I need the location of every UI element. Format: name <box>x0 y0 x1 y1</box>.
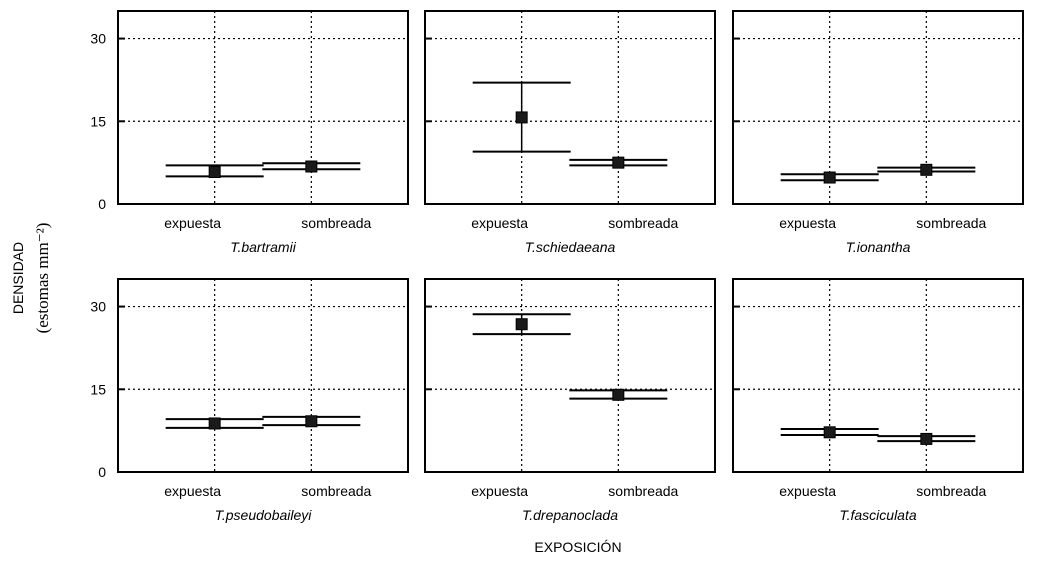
species-label: T.ionantha <box>846 239 911 255</box>
x-category-label: sombreada <box>301 483 371 499</box>
panel-frame <box>424 10 716 205</box>
y-tick-label: 15 <box>90 113 106 129</box>
panel-frame <box>424 278 716 473</box>
mean-point <box>612 156 625 169</box>
y-tick-label: 0 <box>98 196 106 212</box>
x-category-label: expuesta <box>779 215 836 231</box>
panel-t-pseudobaileyi: 0 15 30 expuesta sombreada T.pseudobaileyi <box>90 278 409 523</box>
mean-point <box>920 163 933 176</box>
y-tick-label: 30 <box>90 299 106 315</box>
x-category-label: expuesta <box>471 483 528 499</box>
species-label: T.bartramii <box>230 239 297 255</box>
mean-point <box>208 166 221 179</box>
panel-t-ionantha: expuesta sombreada T.ionantha <box>732 10 1024 255</box>
mean-point <box>823 426 836 439</box>
mean-point <box>515 318 528 331</box>
x-category-label: sombreada <box>301 215 371 231</box>
mean-point <box>208 417 221 430</box>
mean-point <box>823 171 836 184</box>
y-axis-label-line1: DENSIDAD <box>10 242 26 314</box>
species-label: T.drepanoclada <box>522 507 618 523</box>
x-category-label: expuesta <box>164 483 221 499</box>
y-tick-label: 0 <box>98 464 106 480</box>
x-category-label: expuesta <box>471 215 528 231</box>
panel-frame <box>117 10 409 205</box>
x-category-label: sombreada <box>916 483 986 499</box>
x-category-label: sombreada <box>916 215 986 231</box>
panel-t-fasciculata: expuesta sombreada T.fasciculata <box>732 278 1024 523</box>
x-axis-label: EXPOSICIÓN <box>534 539 621 555</box>
panel-frame <box>732 10 1024 205</box>
panel-t-schiedaeana: expuesta sombreada T.schiedaeana <box>424 10 716 255</box>
y-tick-label: 15 <box>90 381 106 397</box>
y-tick-label: 30 <box>90 31 106 47</box>
x-category-label: expuesta <box>164 215 221 231</box>
mean-point <box>612 388 625 401</box>
panel-frame <box>732 278 1024 473</box>
x-category-label: sombreada <box>608 215 678 231</box>
mean-point <box>920 432 933 445</box>
mean-point <box>305 415 318 428</box>
species-label: T.pseudobaileyi <box>215 507 313 523</box>
x-category-label: sombreada <box>608 483 678 499</box>
species-label: T.fasciculata <box>839 507 917 523</box>
y-axis-label-line2: (estomas mm⁻²) <box>33 223 52 334</box>
panel-frame <box>117 278 409 473</box>
mean-point <box>515 111 528 124</box>
x-category-label: expuesta <box>779 483 836 499</box>
species-label: T.schiedaeana <box>525 239 616 255</box>
mean-point <box>305 160 318 173</box>
panel-t-drepanoclada: expuesta sombreada T.drepanoclada <box>424 278 716 523</box>
